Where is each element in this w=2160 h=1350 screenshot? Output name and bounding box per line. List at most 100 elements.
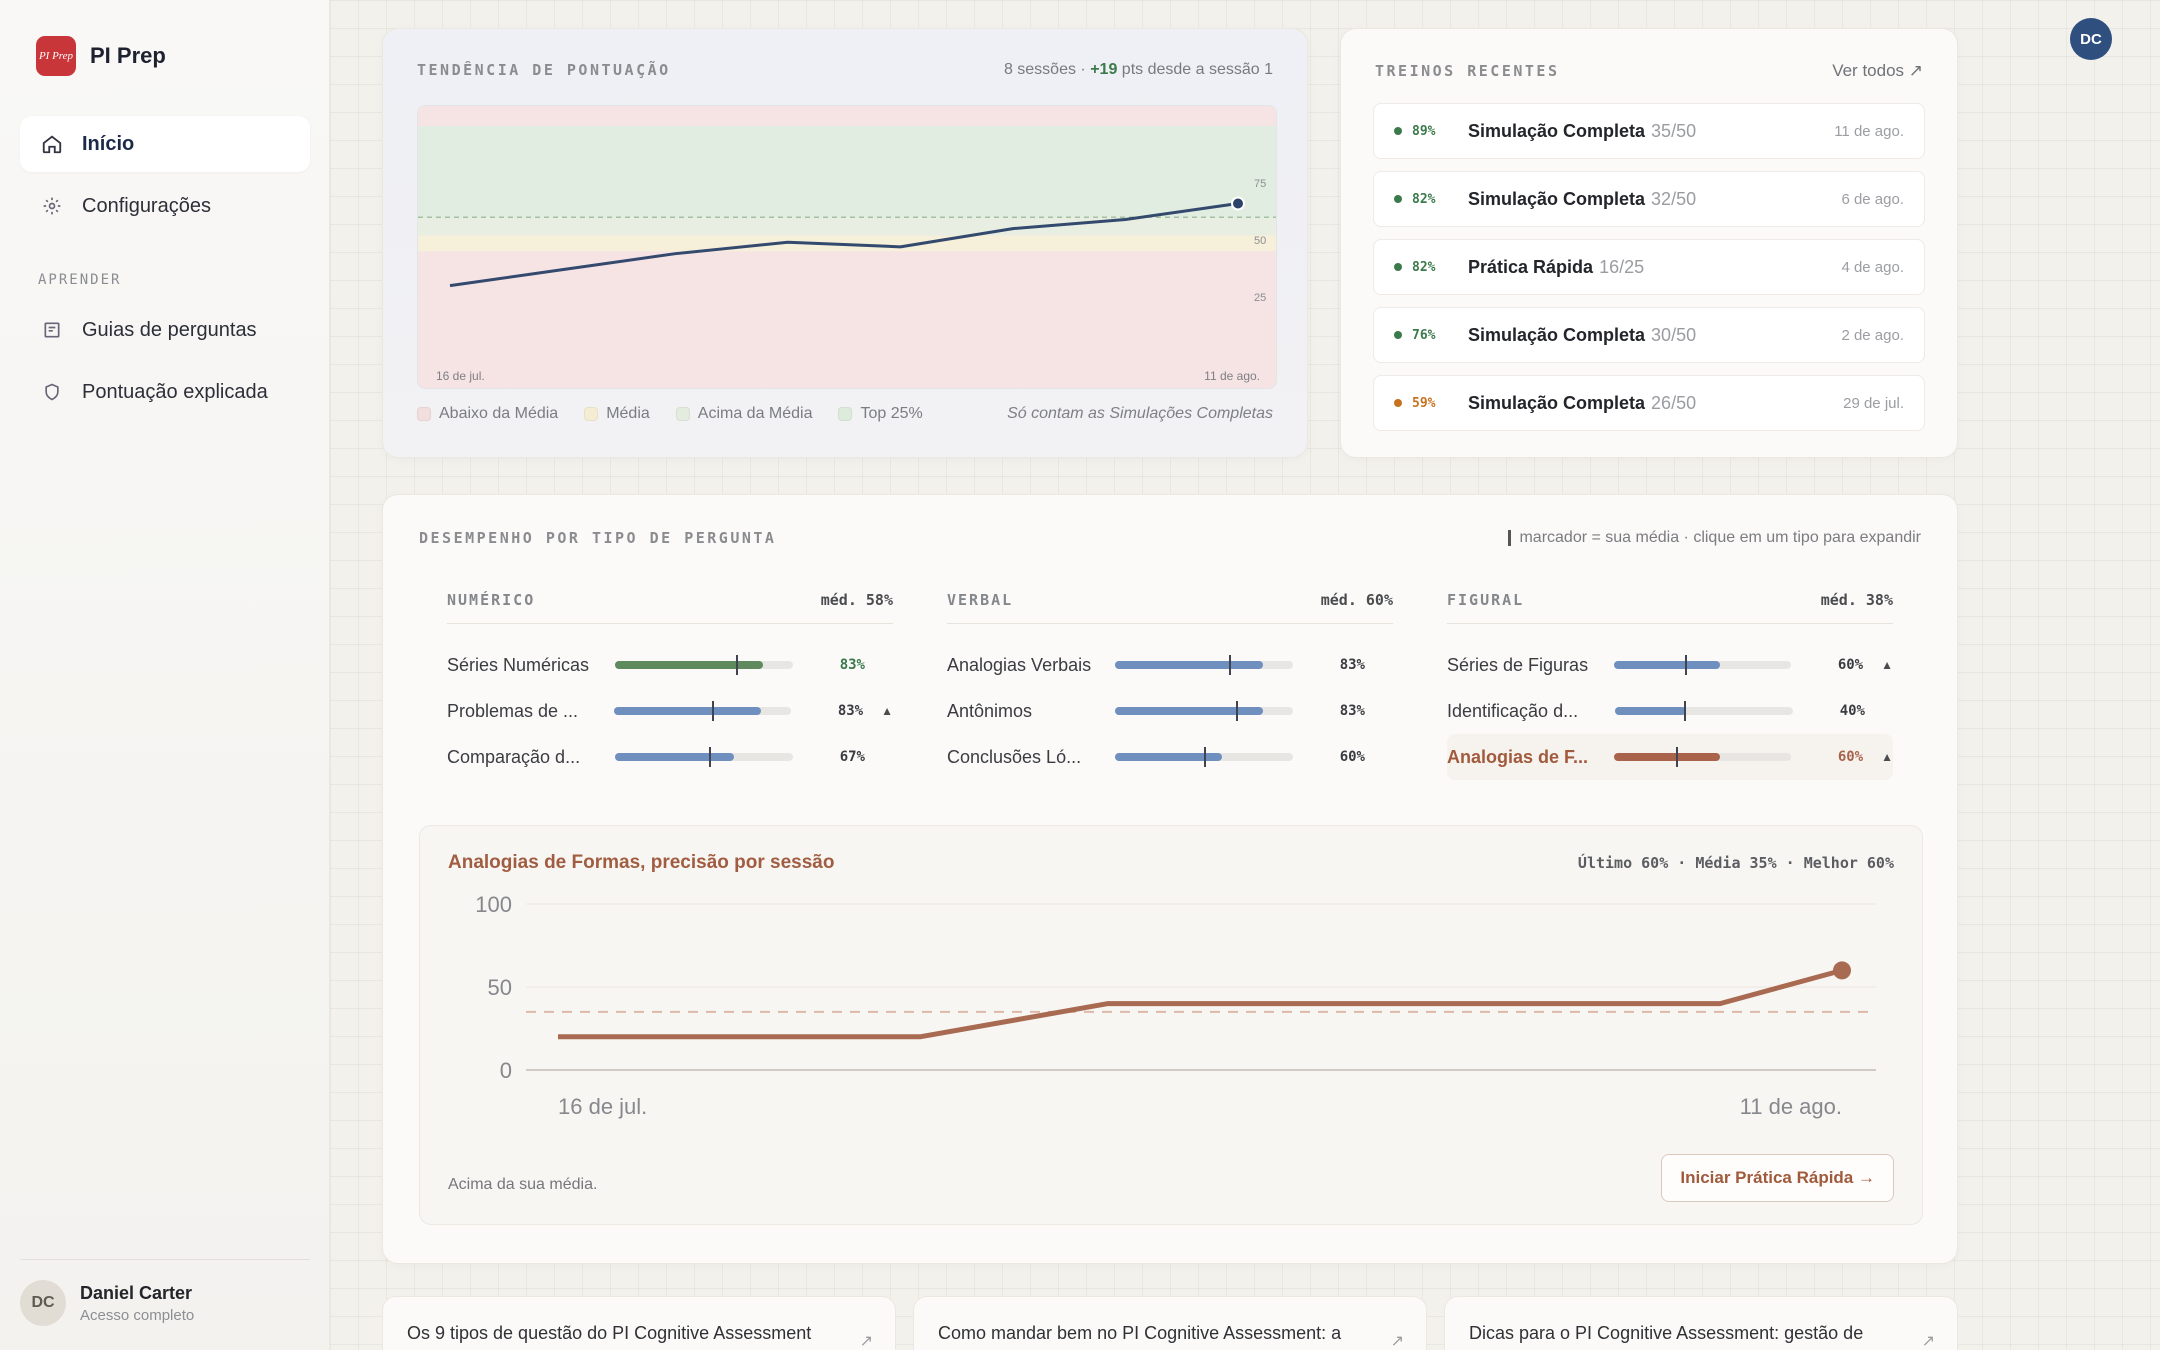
- user-name: Daniel Carter: [80, 1282, 193, 1303]
- status-dot: [1394, 127, 1402, 135]
- recent-training-row[interactable]: 82% Simulação Completa 32/50 6 de ago.: [1373, 171, 1925, 227]
- legend-swatch: [417, 407, 431, 421]
- x-tick-label-start: 16 de jul.: [558, 1094, 647, 1119]
- x-tick-label-end: 11 de ago.: [1740, 1094, 1842, 1119]
- training-percent: 82%: [1412, 191, 1436, 207]
- trend-up-icon: ▲: [881, 704, 894, 718]
- section-label-aprender: APRENDER: [38, 272, 122, 288]
- trend-delta: +19: [1090, 61, 1118, 78]
- article-card[interactable]: Dicas para o PI Cognitive Assessment: ge…: [1444, 1296, 1958, 1350]
- legend-item-below: Abaixo da Média: [417, 405, 558, 423]
- legend-label: Top 25%: [860, 405, 923, 422]
- category-average: méd. 60%: [1320, 591, 1393, 609]
- category-column-1: VERBAL méd. 60% Analogias Verbais 83% Antôni…: [947, 591, 1393, 780]
- recent-training-row[interactable]: 59% Simulação Completa 26/50 29 de jul.: [1373, 375, 1925, 431]
- legend-label: Abaixo da Média: [439, 405, 559, 422]
- x-tick-label-end: 11 de ago.: [1204, 369, 1260, 383]
- training-name: Simulação Completa: [1468, 120, 1646, 141]
- trend-meta-suffix: pts desde a sessão 1: [1117, 61, 1273, 78]
- question-type-row[interactable]: Analogias Verbais 83%: [947, 642, 1393, 688]
- sidebar-item-pontuacao[interactable]: Pontuação explicada: [20, 364, 310, 420]
- x-tick-label-start: 16 de jul.: [436, 369, 485, 383]
- question-type-row[interactable]: Analogias de F... 60% ▲: [1447, 734, 1893, 780]
- question-type-name: Identificação d...: [1447, 700, 1579, 721]
- article-title: Como mandar bem no PI Cognitive Assessme…: [938, 1323, 1342, 1343]
- status-dot: [1394, 399, 1402, 407]
- band-below-average: [418, 251, 1276, 354]
- training-name: Simulação Completa: [1468, 188, 1646, 209]
- question-type-name: Problemas de ...: [447, 700, 579, 721]
- question-type-name: Antônimos: [947, 700, 1033, 721]
- sidebar-item-label: Pontuação explicada: [82, 380, 268, 403]
- accuracy-percent: 83%: [839, 657, 865, 673]
- guide-icon: [40, 318, 64, 342]
- average-marker: [1228, 655, 1231, 675]
- score-series-line: [449, 202, 1239, 288]
- sidebar-item-configuracoes[interactable]: Configurações: [20, 178, 310, 234]
- accuracy-bar: [1115, 747, 1293, 767]
- category-column-0: NUMÉRICO méd. 58% Séries Numéricas 83% Probl…: [447, 591, 893, 780]
- accuracy-percent: 60%: [1837, 657, 1864, 673]
- training-score: 26/50: [1651, 392, 1697, 413]
- training-date: 4 de ago.: [1841, 258, 1904, 276]
- article-card[interactable]: Os 9 tipos de questão do PI Cognitive As…: [382, 1296, 896, 1350]
- trend-legend: Abaixo da Média Média Acima da Média Top…: [417, 405, 1273, 423]
- category-average: méd. 58%: [820, 591, 893, 609]
- status-dot: [1394, 263, 1402, 271]
- training-percent: 82%: [1412, 259, 1436, 275]
- training-name: Simulação Completa: [1468, 324, 1646, 345]
- home-icon: [40, 132, 64, 156]
- accuracy-bar-fill: [1614, 661, 1721, 669]
- brand[interactable]: PI Prep PI Prep: [36, 36, 166, 76]
- question-type-row[interactable]: Conclusões Ló... 60%: [947, 734, 1393, 780]
- score-trend-svg: 25 50 75 16 de jul. 11 de ago.: [418, 106, 1276, 388]
- average-marker: [1236, 701, 1239, 721]
- sidebar: PI Prep PI Prep Início Configurações APR…: [0, 0, 330, 1350]
- external-link-icon: ↗: [859, 1333, 873, 1350]
- recent-training-row[interactable]: 89% Simulação Completa 35/50 11 de ago.: [1373, 103, 1925, 159]
- training-date: 6 de ago.: [1841, 190, 1904, 208]
- training-name: Simulação Completa: [1468, 392, 1646, 413]
- category-title: VERBAL: [947, 591, 1014, 609]
- question-type-row[interactable]: Comparação d... 67%: [447, 734, 893, 780]
- accuracy-bar-fill: [1115, 661, 1263, 669]
- question-type-name: Analogias de F...: [1447, 746, 1589, 767]
- y-tick-label: 25: [1254, 292, 1266, 304]
- accuracy-bar: [614, 701, 792, 721]
- accuracy-bar: [1614, 655, 1792, 675]
- question-type-row[interactable]: Identificação d... 40%: [1447, 688, 1893, 734]
- question-type-row[interactable]: Séries Numéricas 83%: [447, 642, 893, 688]
- training-date: 2 de ago.: [1841, 326, 1904, 344]
- accuracy-bar-fill: [1615, 707, 1687, 715]
- accuracy-bar-fill: [1115, 707, 1263, 715]
- accuracy-bar: [1115, 655, 1293, 675]
- score-point: [1231, 196, 1245, 211]
- sidebar-item-guias[interactable]: Guias de perguntas: [20, 302, 310, 358]
- sidebar-item-inicio[interactable]: Início: [20, 116, 310, 172]
- accuracy-percent: 60%: [1837, 749, 1864, 765]
- gear-icon: [40, 194, 64, 218]
- external-link-icon: ↗: [1390, 1333, 1404, 1350]
- accuracy-percent: 67%: [839, 749, 865, 765]
- recent-training-row[interactable]: 82% Prática Rápida 16/25 4 de ago.: [1373, 239, 1925, 295]
- user-profile[interactable]: DC Daniel Carter Acesso completo: [20, 1259, 310, 1326]
- question-type-row[interactable]: Problemas de ... 83% ▲: [447, 688, 893, 734]
- question-type-name: Conclusões Ló...: [947, 746, 1082, 767]
- training-score: 16/25: [1599, 256, 1645, 277]
- brand-logo: PI Prep: [36, 36, 76, 76]
- question-type-name: Séries de Figuras: [1447, 654, 1589, 675]
- see-all-link[interactable]: Ver todos ↗: [1832, 61, 1923, 80]
- training-score: 30/50: [1651, 324, 1697, 345]
- average-marker: [1676, 747, 1679, 767]
- article-card[interactable]: Como mandar bem no PI Cognitive Assessme…: [913, 1296, 1427, 1350]
- training-percent: 76%: [1412, 327, 1436, 343]
- start-quick-practice-button[interactable]: Iniciar Prática Rápida →: [1661, 1154, 1894, 1202]
- accuracy-percent: 60%: [1339, 749, 1365, 765]
- question-type-row[interactable]: Antônimos 83%: [947, 688, 1393, 734]
- question-type-row[interactable]: Séries de Figuras 60% ▲: [1447, 642, 1893, 688]
- accuracy-bar: [615, 655, 793, 675]
- sidebar-item-label: Guias de perguntas: [82, 318, 257, 341]
- accuracy-bar: [1614, 747, 1792, 767]
- recent-training-row[interactable]: 76% Simulação Completa 30/50 2 de ago.: [1373, 307, 1925, 363]
- account-avatar-button[interactable]: DC: [2070, 18, 2112, 60]
